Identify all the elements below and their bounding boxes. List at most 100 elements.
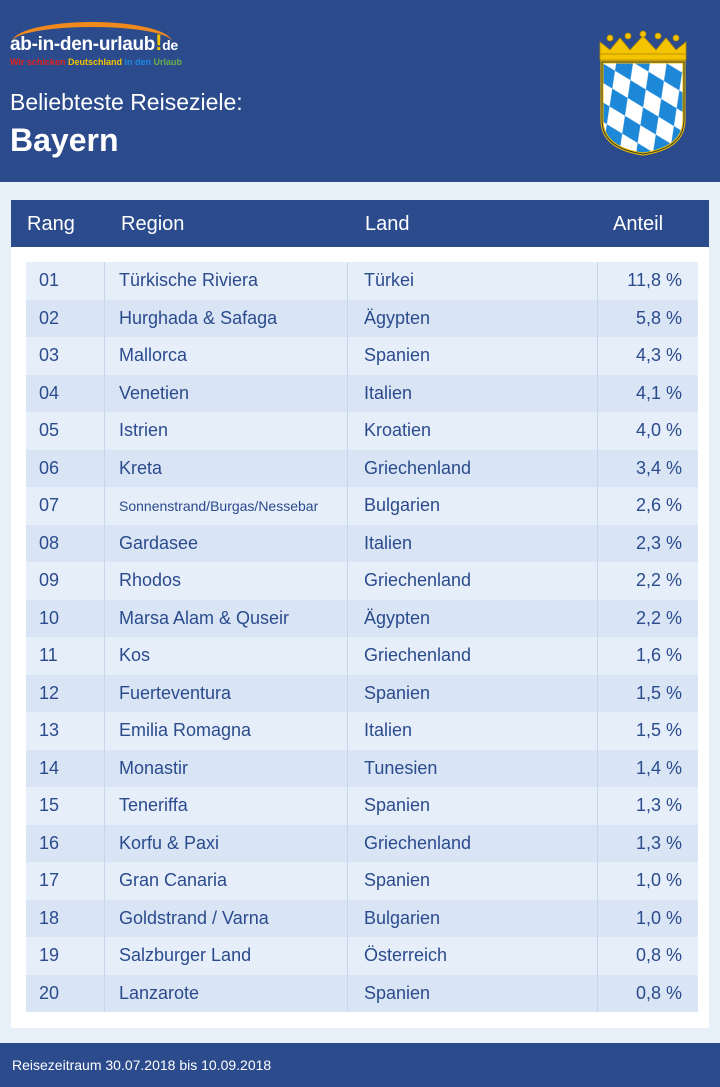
- rank-cell: 03: [26, 337, 105, 375]
- rank-cell: 19: [26, 937, 105, 975]
- logo-name: ab-in-den-urlaub: [10, 34, 156, 55]
- share-cell: 5,8 %: [635, 307, 682, 328]
- country-cell: Ägypten: [348, 599, 598, 637]
- country-cell: Bulgarien: [348, 899, 598, 937]
- share-cell: 2,3 %: [635, 532, 682, 553]
- table-row: 13 Emilia Romagna Italien 1,5 %: [26, 712, 698, 750]
- region-cell: Hurghada & Safaga: [105, 299, 348, 337]
- share-cell: 4,0 %: [635, 420, 682, 441]
- table-row: 15 Teneriffa Spanien 1,3 %: [26, 787, 698, 825]
- rank-cell: 10: [26, 599, 105, 637]
- table-row: 03 Mallorca Spanien 4,3 %: [26, 337, 698, 375]
- page-title: Bayern: [10, 122, 119, 158]
- table-row: 05 Istrien Kroatien 4,0 %: [26, 412, 698, 450]
- share-cell: 1,4 %: [635, 757, 682, 778]
- table-row: 19 Salzburger Land Österreich 0,8 %: [26, 937, 698, 975]
- country-cell: Griechenland: [348, 824, 598, 862]
- rank-cell: 01: [26, 262, 105, 300]
- table-row: 12 Fuerteventura Spanien 1,5 %: [26, 674, 698, 712]
- share-cell: 2,2 %: [635, 570, 682, 591]
- logo-wordmark: ab-in-den-urlaub!de: [10, 30, 210, 56]
- share-cell: 11,8 %: [627, 270, 682, 291]
- region-cell: Lanzarote: [105, 974, 348, 1012]
- region-cell: Venetien: [105, 374, 348, 412]
- logo-tld: de: [162, 37, 178, 53]
- rank-cell: 12: [26, 674, 105, 712]
- table-body: 01 Türkische Riviera Türkei 11,8 % 02 Hurghad…: [26, 262, 698, 1012]
- rank-cell: 02: [26, 299, 105, 337]
- country-cell: Spanien: [348, 787, 598, 825]
- table-row: 10 Marsa Alam & Quseir Ägypten 2,2 %: [26, 599, 698, 637]
- country-cell: Türkei: [348, 262, 598, 300]
- logo-tagline-part: in den: [124, 57, 154, 67]
- page-subtitle: Beliebteste Reiseziele:: [10, 89, 243, 115]
- rank-cell: 05: [26, 412, 105, 450]
- table-row: 08 Gardasee Italien 2,3 %: [26, 524, 698, 562]
- region-cell: Mallorca: [105, 337, 348, 375]
- table-row: 11 Kos Griechenland 1,6 %: [26, 637, 698, 675]
- region-cell: Marsa Alam & Quseir: [105, 599, 348, 637]
- country-cell: Tunesien: [348, 749, 598, 787]
- table-row: 04 Venetien Italien 4,1 %: [26, 374, 698, 412]
- share-cell: 1,5 %: [635, 682, 682, 703]
- logo-tagline-part: Urlaub: [153, 57, 182, 67]
- region-cell: Rhodos: [105, 562, 348, 600]
- rank-cell: 20: [26, 974, 105, 1012]
- region-cell: Salzburger Land: [105, 937, 348, 975]
- rank-cell: 07: [26, 487, 105, 525]
- rank-cell: 09: [26, 562, 105, 600]
- country-cell: Kroatien: [348, 412, 598, 450]
- share-cell: 0,8 %: [635, 945, 682, 966]
- region-cell: Kreta: [105, 449, 348, 487]
- rank-cell: 15: [26, 787, 105, 825]
- table-row: 01 Türkische Riviera Türkei 11,8 %: [26, 262, 698, 300]
- logo-exclaim: !: [155, 30, 163, 55]
- country-cell: Griechenland: [348, 637, 598, 675]
- share-cell: 1,6 %: [635, 645, 682, 666]
- share-cell: 1,0 %: [635, 870, 682, 891]
- country-cell: Spanien: [348, 974, 598, 1012]
- share-cell: 1,3 %: [635, 832, 682, 853]
- country-cell: Griechenland: [348, 562, 598, 600]
- region-cell: Gran Canaria: [105, 862, 348, 900]
- region-cell: Emilia Romagna: [105, 712, 348, 750]
- region-cell: Teneriffa: [105, 787, 348, 825]
- table-row: 09 Rhodos Griechenland 2,2 %: [26, 562, 698, 600]
- country-cell: Griechenland: [348, 449, 598, 487]
- country-cell: Bulgarien: [348, 487, 598, 525]
- column-header-land: Land: [365, 213, 410, 235]
- rank-cell: 04: [26, 374, 105, 412]
- share-cell: 2,6 %: [635, 495, 682, 516]
- table-row: 18 Goldstrand / Varna Bulgarien 1,0 %: [26, 899, 698, 937]
- share-cell: 4,1 %: [635, 382, 682, 403]
- region-cell: Goldstrand / Varna: [105, 899, 348, 937]
- rank-cell: 18: [26, 899, 105, 937]
- country-cell: Italien: [348, 374, 598, 412]
- rank-cell: 17: [26, 862, 105, 900]
- country-cell: Spanien: [348, 337, 598, 375]
- share-cell: 4,3 %: [635, 345, 682, 366]
- region-cell: Fuerteventura: [105, 674, 348, 712]
- region-cell: Monastir: [105, 749, 348, 787]
- header-banner: ab-in-den-urlaub!de Wir schicken Deutsch…: [0, 0, 720, 182]
- rank-cell: 11: [26, 637, 105, 675]
- logo-tagline-part: Deutschland: [67, 57, 125, 67]
- rank-cell: 13: [26, 712, 105, 750]
- rank-cell: 14: [26, 749, 105, 787]
- share-cell: 1,3 %: [635, 795, 682, 816]
- country-cell: Italien: [348, 524, 598, 562]
- rank-cell: 16: [26, 824, 105, 862]
- share-cell: 0,8 %: [635, 982, 682, 1003]
- column-header-anteil: Anteil: [613, 213, 664, 235]
- column-header-region: Region: [121, 213, 185, 235]
- logo-tagline-part: Wir schicken: [10, 57, 68, 67]
- column-header-rang: Rang: [27, 213, 75, 235]
- logo-tagline: Wir schicken Deutschland in den Urlaub: [10, 56, 210, 68]
- table-row: 07 Sonnenstrand/Burgas/Nessebar Bulgarien 2…: [26, 487, 698, 525]
- share-cell: 2,2 %: [635, 607, 682, 628]
- share-cell: 3,4 %: [635, 457, 682, 478]
- share-cell: 1,5 %: [635, 720, 682, 741]
- bavaria-coat-of-arms-icon: [599, 30, 687, 156]
- brand-logo: ab-in-den-urlaub!de Wir schicken Deutsch…: [10, 22, 210, 70]
- country-cell: Österreich: [348, 937, 598, 975]
